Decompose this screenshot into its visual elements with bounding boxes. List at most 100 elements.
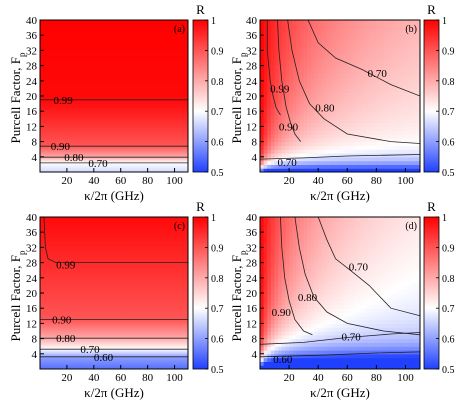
contour-label: 0.99 — [270, 83, 290, 95]
y-tick-label: 32 — [246, 242, 257, 254]
panel-d: 0.90 0.80 0.70 0.70 0.60 (d) 20 40 60 80 100 4 8 12 16… — [246, 199, 455, 400]
y-tick-label: 4 — [252, 349, 258, 361]
colorbar-tick-label: 0.7 — [211, 107, 224, 118]
y-tick-label: 28 — [26, 258, 38, 270]
colorbar-tick-label: 0.6 — [442, 335, 455, 346]
y-tick-label: 12 — [246, 121, 257, 133]
contour-line-0.99 — [43, 217, 188, 263]
y-tick-label: 36 — [246, 30, 258, 42]
y-tick-label: 24 — [26, 76, 38, 88]
colorbar-tick-label: 0.8 — [211, 274, 224, 285]
y-tick-label: 40 — [246, 15, 258, 27]
colorbar — [192, 216, 209, 370]
colorbar-tick-label: 0.5 — [211, 168, 224, 179]
colorbar-tick-label: 0.8 — [442, 77, 455, 88]
y-tick-label: 32 — [246, 45, 257, 57]
y-tick-label: 40 — [26, 212, 38, 224]
y-tick-label: 20 — [26, 91, 38, 103]
contour-label: 0.60 — [273, 354, 293, 366]
x-tick-label: 60 — [115, 175, 127, 187]
colorbar-tick-label: 0.9 — [211, 46, 224, 57]
y-tick-label: 8 — [32, 334, 38, 346]
contour-label: 0.60 — [94, 352, 114, 364]
panel-b: 0.99 0.90 0.80 0.70 0.70 (b) 20 40 60 80 100 4 8 12 16… — [246, 2, 455, 203]
x-tick-label: 60 — [115, 372, 127, 384]
y-axis-label-bottom: Purcell Factor, Fp — [8, 250, 27, 342]
y-axis-label-top: Purcell Factor, Fp — [8, 52, 27, 144]
colorbar-tick-label: 0.9 — [442, 243, 455, 254]
x-tick-label: 20 — [284, 372, 296, 384]
x-tick-label: 20 — [61, 372, 73, 384]
x-tick-label: 100 — [397, 372, 414, 384]
y-tick-label: 24 — [246, 273, 258, 285]
contour-label: 0.80 — [315, 102, 335, 114]
contour-label: 0.70 — [341, 332, 361, 344]
contour-line-0.99 — [266, 20, 281, 116]
colorbar-tick-label: 0.7 — [442, 304, 455, 315]
colorbar-tick-label: 0.9 — [211, 243, 224, 254]
colorbar-tick-label: 1 — [442, 16, 447, 27]
colorbar-tick-label: 0.7 — [442, 107, 455, 118]
y-axis-label-bottom-right: Purcell Factor, Fp — [229, 250, 248, 342]
x-tick-label: 40 — [313, 175, 325, 187]
panel-label: (a) — [174, 24, 185, 35]
y-tick-label: 24 — [246, 76, 258, 88]
colorbar-tick-label: 0.6 — [211, 335, 224, 346]
contour-label: 0.70 — [88, 158, 108, 170]
contour-line-0.80 — [287, 20, 420, 144]
contour-label: 0.90 — [279, 121, 299, 133]
colorbar-tick-label: 0.7 — [211, 304, 224, 315]
x-tick-label: 20 — [284, 175, 296, 187]
y-tick-label: 40 — [26, 15, 38, 27]
y-tick-label: 12 — [246, 318, 257, 330]
x-axis-label: κ/2π (GHz) — [310, 188, 370, 203]
colorbar-title: R — [427, 199, 436, 214]
y-tick-label: 4 — [252, 152, 258, 164]
panel-label: (c) — [174, 221, 185, 232]
y-tick-label: 28 — [26, 61, 38, 73]
colorbar-title: R — [427, 2, 436, 17]
x-axis-label: κ/2π (GHz) — [310, 385, 370, 400]
x-tick-label: 40 — [313, 372, 325, 384]
y-tick-label: 8 — [252, 334, 258, 346]
contour-label: 0.70 — [277, 157, 297, 169]
contour-label: 0.70 — [368, 68, 388, 80]
y-tick-label: 32 — [26, 242, 37, 254]
y-tick-label: 16 — [26, 303, 38, 315]
contour-line-0.60 — [260, 351, 420, 358]
y-tick-label: 20 — [26, 288, 38, 300]
colorbar-tick-label: 0.5 — [211, 365, 224, 376]
contour-label: 0.80 — [56, 333, 76, 345]
contour-label: 0.99 — [53, 95, 73, 107]
heatmap-field — [40, 217, 188, 369]
y-tick-label: 20 — [246, 91, 258, 103]
panels-container: 0.99 0.90 0.80 0.70 (a) 20 40 60 80 100 4 8 12 16 20 24… — [26, 2, 455, 400]
contour-label: 0.80 — [298, 292, 318, 304]
y-tick-label: 12 — [26, 121, 37, 133]
x-tick-label: 100 — [166, 372, 183, 384]
colorbar — [192, 19, 209, 173]
colorbar — [423, 216, 440, 370]
colorbar-tick-label: 0.6 — [211, 138, 224, 149]
colorbar-title: R — [196, 2, 205, 17]
x-axis-label: κ/2π (GHz) — [84, 385, 144, 400]
y-tick-label: 4 — [32, 349, 38, 361]
x-tick-label: 100 — [166, 175, 183, 187]
colorbar-tick-label: 0.6 — [442, 138, 455, 149]
colorbar-title: R — [196, 199, 205, 214]
x-tick-label: 80 — [371, 175, 383, 187]
x-tick-label: 80 — [142, 372, 154, 384]
heatmap-field — [260, 217, 420, 369]
contour-line-0.70 — [307, 20, 420, 97]
y-tick-label: 32 — [26, 45, 37, 57]
x-tick-label: 80 — [142, 175, 154, 187]
contour-label: 0.90 — [52, 315, 72, 327]
y-tick-label: 16 — [246, 303, 258, 315]
contour-label: 0.80 — [64, 152, 84, 164]
y-tick-label: 4 — [32, 152, 38, 164]
x-tick-label: 100 — [397, 175, 414, 187]
panel-label: (b) — [405, 24, 417, 35]
x-tick-label: 80 — [371, 372, 383, 384]
colorbar-tick-label: 0.8 — [442, 274, 455, 285]
x-tick-label: 20 — [61, 175, 73, 187]
